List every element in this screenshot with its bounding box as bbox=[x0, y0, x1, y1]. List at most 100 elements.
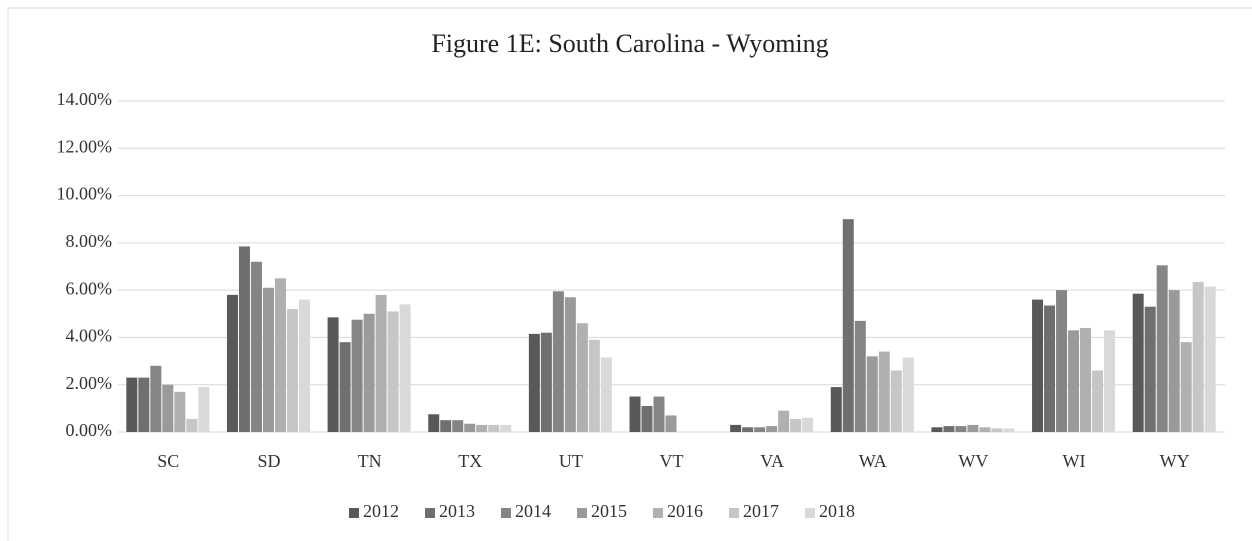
bar bbox=[1180, 342, 1192, 432]
bar bbox=[1204, 286, 1216, 432]
bar bbox=[890, 370, 902, 432]
bar bbox=[500, 424, 512, 432]
bar bbox=[1192, 281, 1204, 432]
y-tick-label: 14.00% bbox=[57, 89, 113, 109]
x-tick-label: VA bbox=[760, 451, 784, 471]
bar bbox=[1144, 306, 1156, 432]
bar bbox=[802, 417, 814, 432]
bar bbox=[979, 427, 991, 432]
bar bbox=[528, 333, 540, 432]
y-tick-label: 8.00% bbox=[66, 231, 113, 251]
legend-label: 2018 bbox=[819, 501, 855, 521]
legend-swatch bbox=[729, 508, 739, 518]
legend-swatch bbox=[577, 508, 587, 518]
bar bbox=[766, 426, 778, 432]
bar bbox=[665, 415, 677, 432]
legend-label: 2014 bbox=[515, 501, 551, 521]
bar bbox=[476, 424, 488, 432]
bar bbox=[552, 291, 564, 432]
bar bbox=[375, 294, 387, 432]
y-tick-label: 6.00% bbox=[66, 278, 113, 298]
bar bbox=[363, 313, 375, 432]
bar bbox=[286, 309, 298, 432]
x-tick-label: WA bbox=[859, 451, 887, 471]
bar bbox=[339, 342, 351, 432]
y-tick-label: 0.00% bbox=[66, 420, 113, 440]
x-tick-label: WI bbox=[1063, 451, 1086, 471]
legend-label: 2016 bbox=[667, 501, 703, 521]
bar bbox=[198, 387, 210, 432]
legend-label: 2015 bbox=[591, 501, 627, 521]
bar bbox=[576, 323, 588, 432]
bar bbox=[298, 299, 310, 432]
bar bbox=[440, 420, 452, 432]
bar bbox=[274, 278, 286, 432]
legend-swatch bbox=[805, 508, 815, 518]
bar bbox=[452, 420, 464, 432]
legend-swatch bbox=[653, 508, 663, 518]
legend-swatch bbox=[425, 508, 435, 518]
bar bbox=[387, 311, 399, 432]
y-tick-label: 4.00% bbox=[66, 326, 113, 346]
y-tick-label: 12.00% bbox=[57, 136, 113, 156]
bar bbox=[931, 427, 943, 432]
bar bbox=[790, 418, 802, 432]
x-tick-label: WV bbox=[958, 451, 988, 471]
bar bbox=[1032, 299, 1044, 432]
bar bbox=[162, 384, 174, 432]
bar bbox=[428, 414, 440, 432]
bar bbox=[878, 351, 890, 432]
bar bbox=[186, 418, 198, 432]
x-tick-label: WY bbox=[1160, 451, 1190, 471]
bar bbox=[238, 246, 250, 432]
chart-border bbox=[7, 7, 1252, 541]
bar bbox=[1080, 327, 1092, 432]
bar bbox=[991, 428, 1003, 432]
bar bbox=[488, 424, 500, 432]
bar bbox=[854, 320, 866, 432]
bar bbox=[250, 261, 262, 432]
bar bbox=[629, 396, 641, 432]
bar bbox=[1132, 293, 1144, 432]
bar bbox=[1168, 290, 1180, 432]
bar bbox=[126, 377, 138, 432]
legend-swatch bbox=[349, 508, 359, 518]
x-tick-label: TN bbox=[358, 451, 382, 471]
bar bbox=[730, 424, 742, 432]
bar bbox=[778, 410, 790, 432]
legend-swatch bbox=[501, 508, 511, 518]
y-tick-label: 2.00% bbox=[66, 373, 113, 393]
bar bbox=[150, 365, 162, 432]
bar bbox=[842, 219, 854, 432]
x-tick-label: SD bbox=[257, 451, 280, 471]
bar bbox=[943, 426, 955, 432]
legend-label: 2013 bbox=[439, 501, 475, 521]
x-tick-label: TX bbox=[458, 451, 482, 471]
bar bbox=[742, 427, 754, 432]
bar bbox=[564, 297, 576, 432]
bar bbox=[967, 424, 979, 432]
bar bbox=[464, 423, 476, 432]
bar bbox=[902, 357, 914, 432]
bar bbox=[641, 405, 653, 432]
bar bbox=[174, 391, 186, 432]
bar bbox=[399, 304, 411, 432]
bar bbox=[866, 356, 878, 432]
bar bbox=[327, 317, 339, 432]
bar bbox=[1044, 305, 1056, 432]
bar bbox=[754, 427, 766, 432]
x-tick-label: SC bbox=[157, 451, 179, 471]
bar bbox=[830, 387, 842, 432]
bar bbox=[588, 339, 600, 432]
bar bbox=[138, 377, 150, 432]
legend-label: 2012 bbox=[363, 501, 399, 521]
bar bbox=[1092, 370, 1104, 432]
x-tick-label: UT bbox=[559, 451, 583, 471]
y-tick-label: 10.00% bbox=[57, 184, 113, 204]
bar bbox=[1156, 265, 1168, 432]
x-tick-label: VT bbox=[660, 451, 684, 471]
bar bbox=[540, 332, 552, 432]
bar bbox=[653, 396, 665, 432]
bar bbox=[600, 357, 612, 432]
